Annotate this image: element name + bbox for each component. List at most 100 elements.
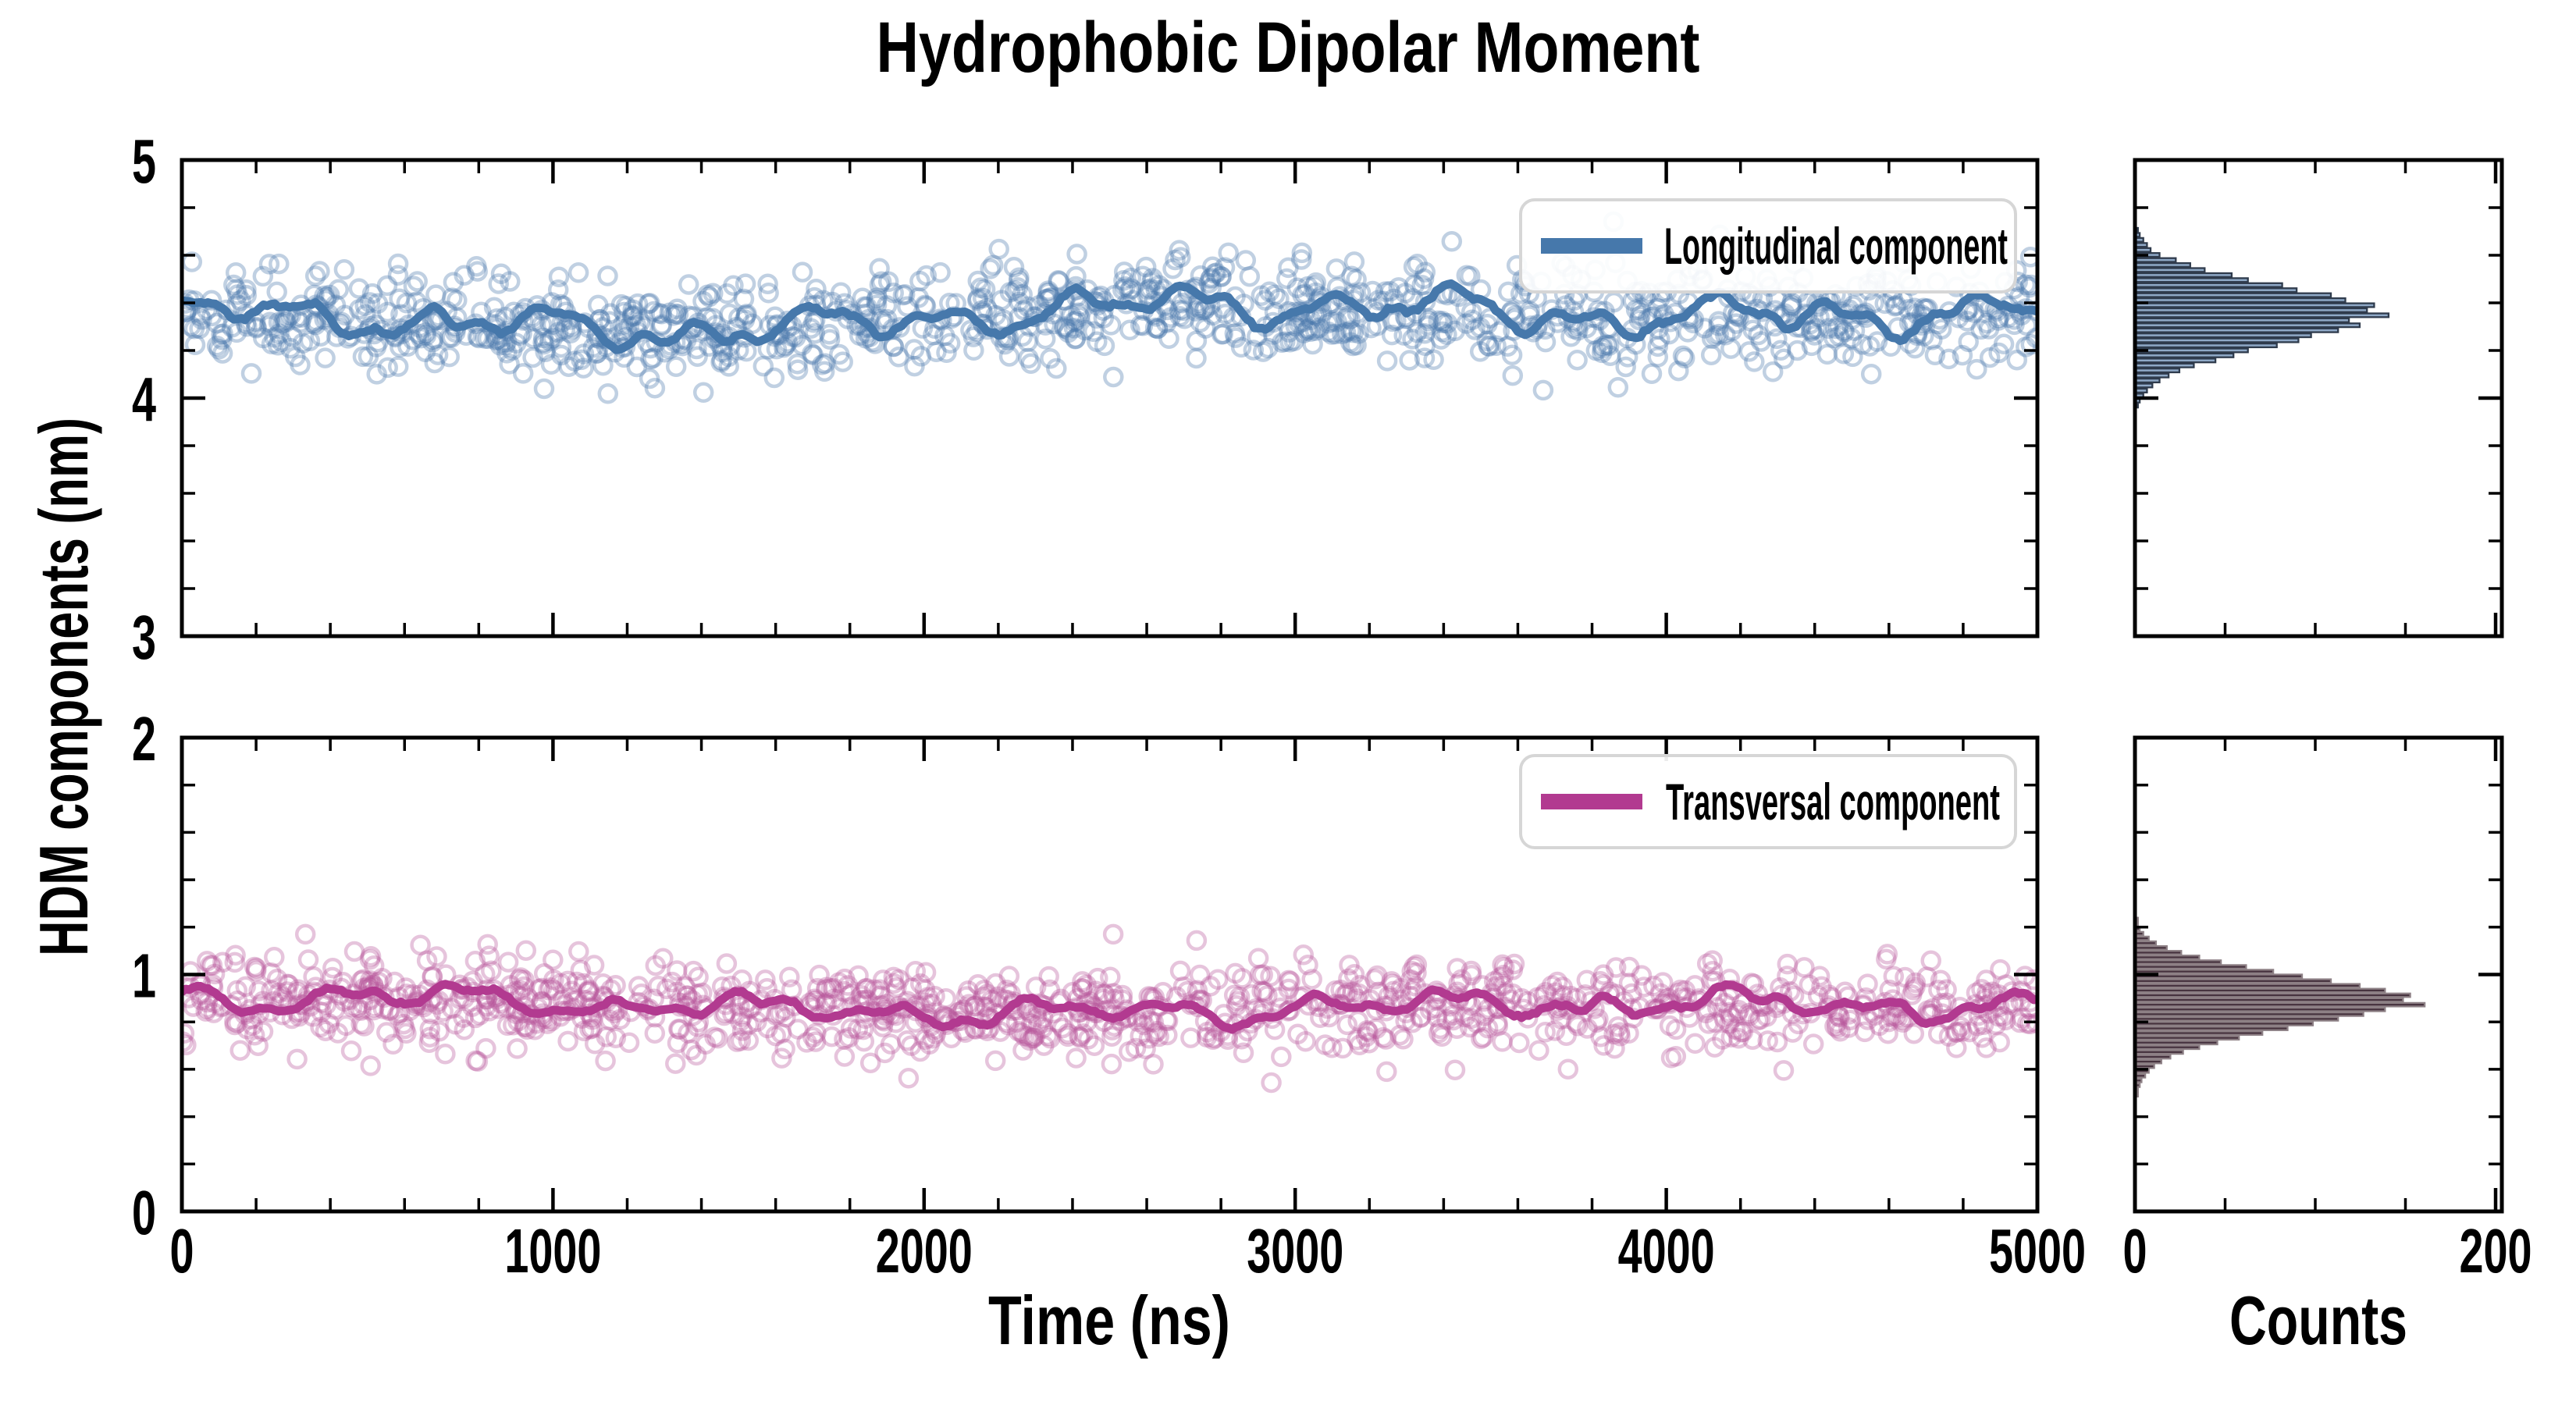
scatter-marker xyxy=(384,971,405,993)
histogram-bar xyxy=(2135,944,2168,951)
scatter-marker xyxy=(613,322,634,343)
scatter-marker xyxy=(1830,1021,1851,1042)
scatter-marker xyxy=(876,295,898,316)
scatter-marker xyxy=(1300,321,1322,342)
scatter-marker xyxy=(340,1040,362,1062)
scatter-marker xyxy=(1705,1012,1726,1033)
scatter-marker xyxy=(980,989,1002,1011)
scatter-marker xyxy=(1727,1003,1748,1024)
scatter-marker xyxy=(465,1050,486,1072)
scatter-marker xyxy=(936,342,957,363)
scatter-marker xyxy=(713,1005,735,1026)
scatter-marker xyxy=(1321,324,1343,345)
scatter-marker xyxy=(1172,976,1194,998)
scatter-marker xyxy=(542,327,564,349)
scatter-marker xyxy=(1404,956,1425,977)
scatter-marker xyxy=(1127,1011,1148,1032)
scatter-marker xyxy=(467,1051,489,1072)
scatter-marker xyxy=(1436,1008,1457,1030)
scatter-marker xyxy=(197,998,218,1019)
scatter-marker xyxy=(1337,982,1358,1003)
scatter-marker xyxy=(1976,1037,1997,1058)
scatter-marker xyxy=(361,283,383,304)
scatter-marker xyxy=(1705,325,1726,347)
scatter-marker xyxy=(1567,349,1588,371)
scatter-marker xyxy=(422,966,443,987)
scatter-marker xyxy=(1829,1006,1850,1028)
scatter-marker xyxy=(1069,306,1091,327)
scatter-marker xyxy=(1599,345,1621,366)
scatter-marker xyxy=(1239,265,1261,287)
scatter-marker xyxy=(1852,334,1873,355)
scatter-marker xyxy=(1748,324,1769,346)
scatter-marker xyxy=(1938,348,1959,370)
scatter-marker xyxy=(1674,347,1695,369)
scatter-marker xyxy=(548,266,570,287)
histogram-bar xyxy=(2135,277,2249,283)
scatter-marker xyxy=(1966,358,1987,380)
scatter-marker xyxy=(840,984,862,1005)
scatter-marker xyxy=(1017,331,1038,353)
scatter-marker xyxy=(1588,1008,1609,1030)
scatter-marker xyxy=(1502,365,1524,386)
scatter-marker xyxy=(557,1030,578,1052)
scatter-marker xyxy=(1742,319,1763,341)
scatter-marker xyxy=(1358,1032,1380,1054)
scatter-marker xyxy=(1226,995,1247,1016)
scatter-marker xyxy=(924,986,945,1007)
scatter-marker xyxy=(1051,1017,1073,1039)
scatter-marker xyxy=(514,969,535,991)
scatter-marker xyxy=(1560,326,1582,347)
scatter-marker xyxy=(905,960,927,982)
scatter-marker xyxy=(661,971,683,993)
scatter-marker xyxy=(439,346,460,368)
scatter-marker xyxy=(859,1052,881,1073)
scatter-marker xyxy=(1801,335,1823,357)
scatter-marker xyxy=(197,951,218,972)
x-tick-label-main: 5000 xyxy=(1989,1216,2086,1286)
scatter-marker xyxy=(247,1035,269,1056)
x-axis-label-time: Time (ns) xyxy=(988,1282,1230,1359)
scatter-marker xyxy=(982,254,1004,276)
scatter-marker xyxy=(1141,271,1162,293)
scatter-marker xyxy=(573,1020,595,1042)
scatter-marker xyxy=(964,996,985,1017)
scatter-marker xyxy=(535,341,556,362)
scatter-marker xyxy=(258,315,280,336)
scatter-marker xyxy=(738,1014,760,1035)
scatter-marker xyxy=(1441,231,1463,252)
scatter-marker xyxy=(461,996,483,1017)
scatter-marker xyxy=(888,347,909,368)
scatter-marker xyxy=(973,986,994,1008)
scatter-marker xyxy=(1629,300,1651,321)
scatter-marker xyxy=(382,1033,404,1055)
scatter-marker xyxy=(901,977,922,998)
scatter-marker xyxy=(352,969,374,991)
scatter-marker xyxy=(1073,1023,1094,1044)
scatter-marker xyxy=(427,344,449,365)
histogram-bar xyxy=(2135,372,2170,379)
scatter-marker xyxy=(777,332,799,354)
scatter-marker xyxy=(1252,341,1274,362)
scatter-marker xyxy=(782,326,803,347)
scatter-marker xyxy=(809,964,830,986)
scatter-marker xyxy=(2023,969,2037,991)
scatter-marker xyxy=(406,291,427,312)
scatter-marker xyxy=(1364,968,1386,990)
scatter-marker xyxy=(656,978,678,1000)
scatter-marker xyxy=(1782,1022,1803,1043)
scatter-marker xyxy=(1264,284,1286,306)
scatter-marker xyxy=(524,1019,546,1040)
scatter-marker xyxy=(618,1032,640,1054)
scatter-marker xyxy=(970,277,991,299)
scatter-marker xyxy=(1702,950,1723,971)
scatter-marker xyxy=(1665,1019,1687,1040)
scatter-marker xyxy=(182,961,201,982)
scatter-marker xyxy=(1112,989,1133,1010)
scatter-marker xyxy=(1293,944,1315,966)
transversal-histogram xyxy=(2135,916,2426,1097)
scatter-marker xyxy=(1322,1037,1343,1058)
scatter-marker xyxy=(855,978,877,1000)
scatter-marker xyxy=(686,338,707,360)
scatter-marker xyxy=(756,978,777,999)
